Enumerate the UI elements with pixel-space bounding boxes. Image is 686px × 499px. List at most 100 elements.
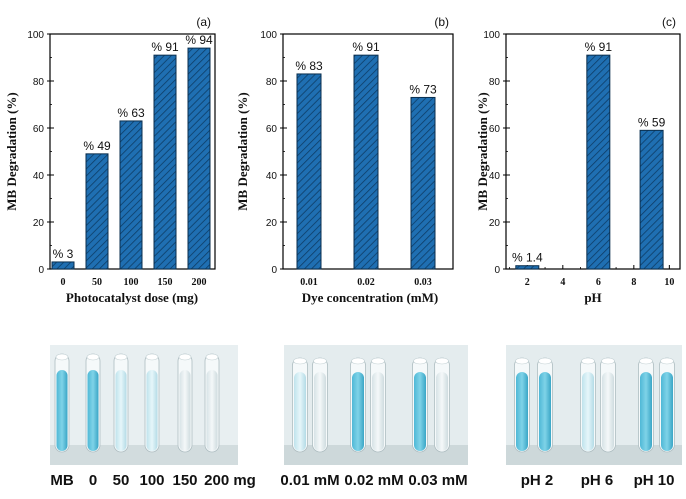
- data-label: % 83: [295, 59, 323, 73]
- x-tick-label: 100: [124, 277, 139, 288]
- data-label: % 94: [185, 33, 213, 47]
- tube-cap: [205, 353, 219, 361]
- tube-cap: [538, 357, 552, 365]
- bar: [119, 120, 143, 270]
- tube-cap: [413, 357, 427, 365]
- tube-liquid: [146, 370, 158, 451]
- x-axis-label: pH: [584, 290, 601, 305]
- photo-b-label: 0.02 mM: [344, 472, 404, 489]
- x-tick-label: 150: [158, 277, 173, 288]
- x-axis-label: Photocatalyst dose (mg): [66, 290, 198, 305]
- x-tick-label: 2: [525, 277, 530, 288]
- y-axis-label: MB Degradation (%): [235, 92, 250, 210]
- tube-liquid: [582, 372, 594, 451]
- tube-liquid: [314, 372, 326, 451]
- y-tick-label: 0: [38, 265, 44, 276]
- photo-a-label: 150: [172, 472, 198, 489]
- bar: [296, 73, 322, 270]
- photo-a-label: 100: [139, 472, 165, 489]
- chart-panel-b: 0 20 40 60 80 100 MB Degradation (%) (b) Dye con…: [235, 15, 454, 305]
- tube-liquid: [115, 370, 127, 451]
- y-tick-label: 80: [266, 77, 278, 88]
- photo-b-label: 0.01 mM: [280, 472, 340, 489]
- tube-liquid: [294, 372, 306, 451]
- y-tick-label: 0: [494, 265, 500, 276]
- y-tick-label: 100: [27, 30, 44, 41]
- photo-c-label: pH 2: [520, 472, 554, 489]
- bar: [51, 261, 75, 270]
- data-label: % 91: [585, 40, 613, 54]
- bar: [85, 153, 109, 270]
- photo-c-label: pH 6: [580, 472, 614, 489]
- bar: [586, 54, 611, 270]
- tube-liquid: [516, 372, 528, 451]
- y-tick-label: 20: [266, 218, 278, 229]
- tube-cap: [178, 353, 192, 361]
- tube-liquid: [539, 372, 551, 451]
- tube-liquid: [372, 372, 384, 451]
- tube-liquid: [436, 372, 448, 451]
- y-tick-label: 0: [271, 265, 277, 276]
- y-tick-label: 40: [266, 171, 278, 182]
- x-tick-label: 0.03: [414, 277, 432, 288]
- photo-a-label: 50: [112, 472, 130, 489]
- data-label: % 91: [352, 40, 380, 54]
- tube-cap: [601, 357, 615, 365]
- tube-liquid: [206, 370, 218, 451]
- bar: [187, 47, 211, 270]
- data-label: % 63: [117, 106, 145, 120]
- chart-panel-c: 0 20 40 60 80 100 MB Degradation (%) (c) pH 2 4 6 8 1…: [475, 15, 681, 305]
- y-tick-label: 60: [33, 124, 45, 135]
- x-tick-label: 10: [664, 277, 674, 288]
- tube-cap: [351, 357, 365, 365]
- y-tick-label: 80: [33, 77, 45, 88]
- bar: [639, 129, 664, 270]
- y-axis-label: MB Degradation (%): [475, 92, 490, 210]
- photo-a-label: MB: [50, 472, 74, 489]
- bar: [353, 54, 379, 270]
- tube-cap: [293, 357, 307, 365]
- y-tick-label: 80: [489, 77, 501, 88]
- tube-cap: [313, 357, 327, 365]
- photo-a-label: 0: [88, 472, 98, 489]
- panel-label: (a): [196, 15, 211, 29]
- y-tick-label: 100: [260, 30, 277, 41]
- tube-cap: [145, 353, 159, 361]
- x-tick-label: 200: [192, 277, 207, 288]
- bar: [153, 54, 177, 270]
- y-tick-label: 40: [489, 171, 501, 182]
- panel-label: (b): [434, 15, 449, 29]
- data-label: % 1.4: [512, 251, 543, 265]
- tube-liquid: [87, 370, 99, 451]
- tube-liquid: [661, 372, 673, 451]
- x-tick-label: 6: [596, 277, 601, 288]
- photo-a: [50, 345, 238, 465]
- tube-cap: [581, 357, 595, 365]
- x-tick-label: 0: [61, 277, 66, 288]
- tube-cap: [435, 357, 449, 365]
- tube-liquid: [352, 372, 364, 451]
- data-label: % 3: [53, 247, 74, 261]
- x-tick-label: 0.02: [357, 277, 375, 288]
- chart-panel-a: 0 20 40 60 80 100 MB Degradation (%) (a) Photoca…: [4, 15, 216, 305]
- tube-cap: [86, 353, 100, 361]
- x-tick-label: 0.01: [300, 277, 318, 288]
- tube-cap: [371, 357, 385, 365]
- y-tick-label: 60: [266, 124, 278, 135]
- tube-liquid: [640, 372, 652, 451]
- tube-liquid: [179, 370, 191, 451]
- tube-cap: [660, 357, 674, 365]
- tube-liquid: [56, 370, 68, 451]
- photo-a-label: 200 mg: [204, 472, 256, 489]
- tube-cap: [55, 353, 69, 361]
- panel-label: (c): [662, 15, 676, 29]
- x-tick-label: 4: [560, 277, 565, 288]
- photo-b: [284, 345, 468, 465]
- bar: [515, 265, 540, 270]
- tube-liquid: [602, 372, 614, 451]
- data-label: % 91: [151, 40, 179, 54]
- y-tick-label: 20: [33, 218, 45, 229]
- y-tick-label: 60: [489, 124, 501, 135]
- photo-c-label: pH 10: [633, 472, 675, 489]
